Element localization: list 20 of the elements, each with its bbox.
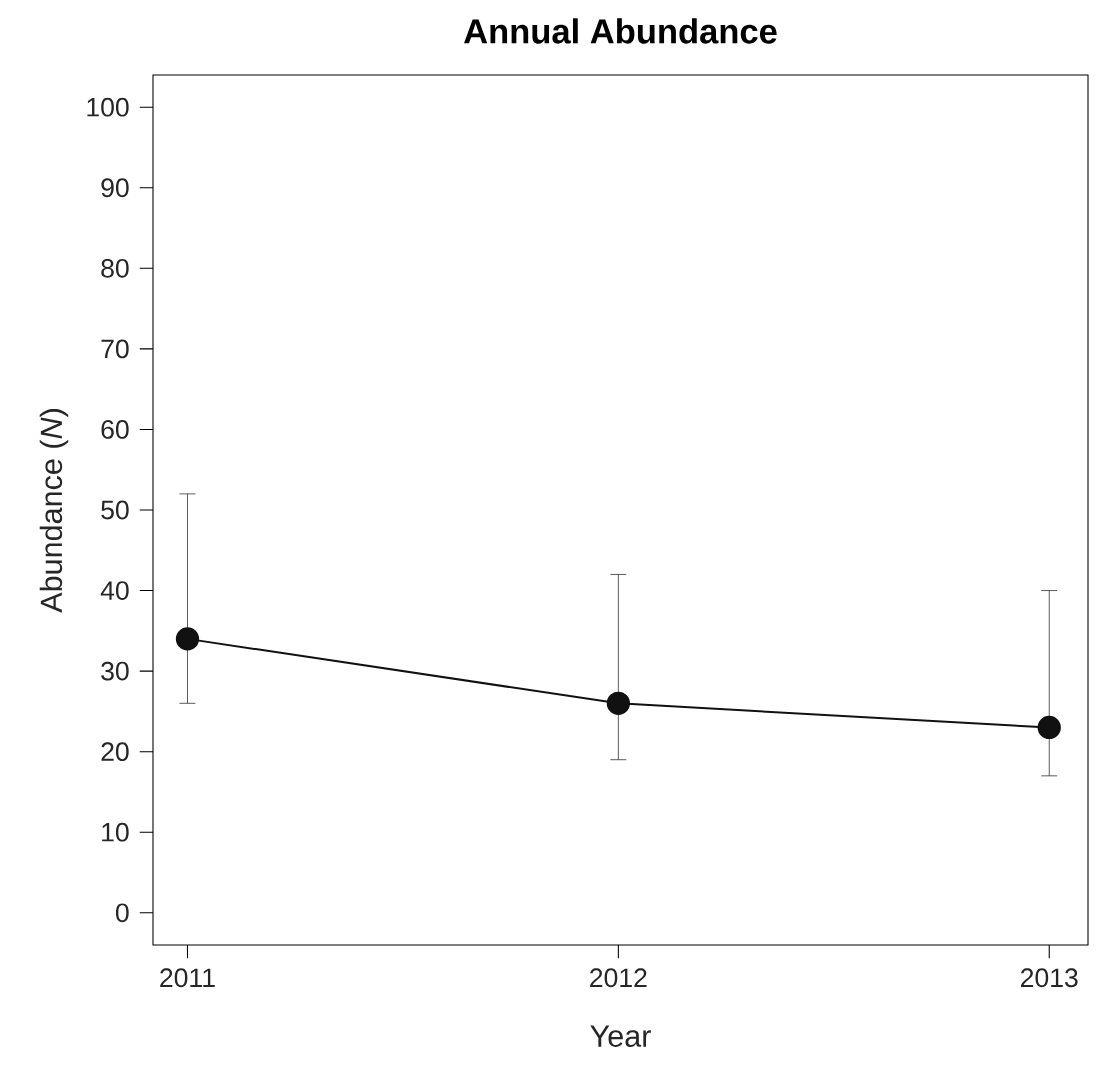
point <box>1037 715 1061 740</box>
y-tick-label: 80 <box>101 258 129 278</box>
x-tick-label: 2013 <box>1021 968 1078 988</box>
y-tick-label: 30 <box>101 661 129 681</box>
y-tick-label: 90 <box>101 178 129 198</box>
y-tick-label: 100 <box>87 97 129 117</box>
y-tick-label: 70 <box>101 339 129 359</box>
y-tick-label: 20 <box>101 742 129 762</box>
y-tick-label: 50 <box>101 500 129 520</box>
point <box>606 691 630 715</box>
chart-title: Annual Abundance <box>464 18 777 44</box>
x-tick-label: 2011 <box>160 968 215 988</box>
y-axis-title: Abundance (N) <box>39 409 69 613</box>
x-tick-label: 2012 <box>590 968 647 988</box>
y-tick-label: 60 <box>101 420 129 439</box>
x-axis-title: Year <box>590 1025 651 1047</box>
y-tick-label: 40 <box>100 581 129 600</box>
y-tick-label: 10 <box>102 822 129 842</box>
point <box>175 627 200 651</box>
y-tick-label: 0 <box>115 903 129 923</box>
